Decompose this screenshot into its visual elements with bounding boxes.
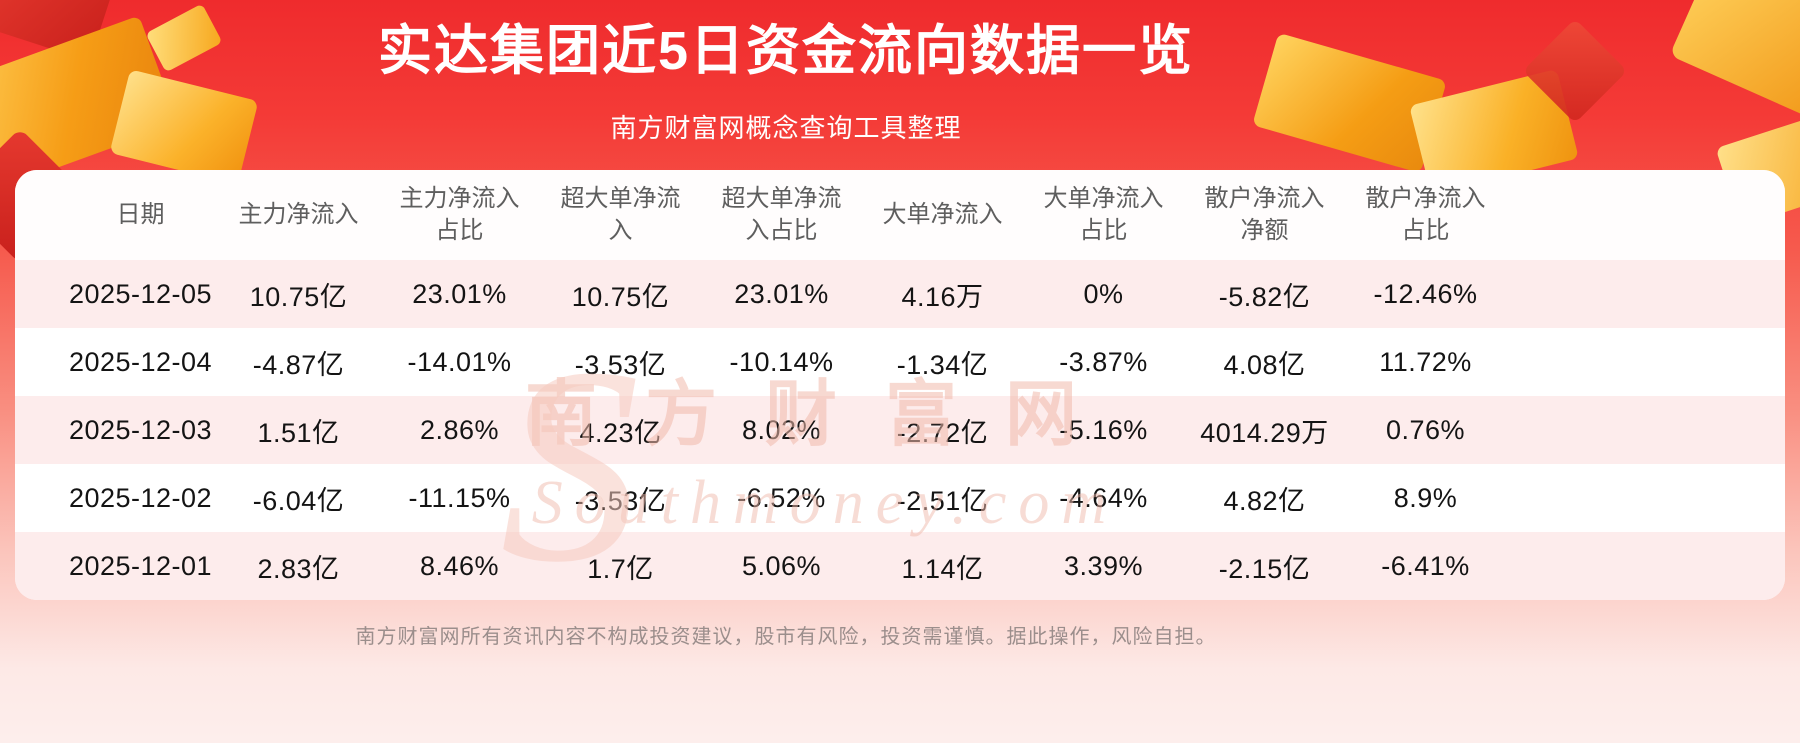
table-cell: 11.72% (1379, 346, 1472, 377)
column-header-xlarge-net-ratio: 超大单净流入占比 (721, 184, 842, 244)
table-header-row: 日期 主力净流入 主力净流入占比 超大单净流入 超大单净流入占比 大单净流入 大… (15, 170, 1785, 260)
table-cell: 2.83亿 (257, 553, 340, 584)
table-cell-date: 2025-12-02 (68, 482, 213, 513)
table-cell: -10.14% (729, 346, 834, 377)
table-cell: 1.14亿 (901, 553, 984, 584)
column-header-xlarge-net-inflow: 超大单净流入 (560, 184, 681, 244)
page-title: 实达集团近5日资金流向数据一览 (377, 21, 1195, 81)
table-row: 2025-12-05 10.75亿 23.01% 10.75亿 23.01% 4… (15, 260, 1785, 328)
disclaimer-text: 南方财富网所有资讯内容不构成投资建议，股市有风险，投资需谨慎。据此操作，风险自担… (355, 626, 1217, 648)
table-cell: -2.15亿 (1218, 553, 1311, 584)
table-cell: -1.34亿 (896, 349, 989, 380)
table-cell: -6.41% (1381, 550, 1470, 581)
table-cell: 23.01% (734, 278, 829, 309)
table-row: 2025-12-02 -6.04亿 -11.15% -3.53亿 -6.52% … (15, 464, 1785, 532)
table-cell: 8.46% (419, 550, 500, 581)
decor-gold-ribbon-corner-right (1669, 0, 1800, 134)
table-cell-date: 2025-12-01 (68, 550, 213, 581)
table-cell: -2.51亿 (896, 485, 989, 516)
column-header-large-net-inflow: 大单净流入 (882, 200, 1003, 228)
table-cell-date: 2025-12-03 (68, 414, 213, 445)
table-cell: 1.7亿 (587, 553, 654, 584)
table-cell: -12.46% (1373, 278, 1478, 309)
table-row: 2025-12-04 -4.87亿 -14.01% -3.53亿 -10.14%… (15, 328, 1785, 396)
table-cell-date: 2025-12-04 (68, 346, 213, 377)
table-cell: 1.51亿 (257, 417, 340, 448)
table-cell: 2.86% (419, 414, 500, 445)
page-subtitle: 南方财富网概念查询工具整理 (610, 113, 962, 144)
table-cell: -2.72亿 (896, 417, 989, 448)
table-cell: 3.39% (1063, 550, 1144, 581)
table-cell: 10.75亿 (249, 281, 348, 312)
table-cell: -6.52% (737, 482, 826, 513)
header: 实达集团近5日资金流向数据一览 南方财富网概念查询工具整理 (0, 20, 1572, 145)
table-cell: -3.53亿 (574, 485, 667, 516)
table-cell: 0% (1083, 278, 1124, 309)
table-row: 2025-12-03 1.51亿 2.86% 4.23亿 8.02% -2.72… (15, 396, 1785, 464)
table-cell: 4.82亿 (1223, 485, 1306, 516)
table-cell: 4.08亿 (1223, 349, 1306, 380)
table-cell: -4.64% (1059, 482, 1148, 513)
table-cell: -3.87% (1059, 346, 1148, 377)
column-header-retail-net-amount: 散户净流入净额 (1204, 184, 1325, 244)
table-cell: -3.53亿 (574, 349, 667, 380)
fund-flow-table: 日期 主力净流入 主力净流入占比 超大单净流入 超大单净流入占比 大单净流入 大… (15, 170, 1785, 600)
footer: 南方财富网所有资讯内容不构成投资建议，股市有风险，投资需谨慎。据此操作，风险自担… (0, 620, 1572, 649)
table-cell: -6.04亿 (252, 485, 345, 516)
table-cell: -14.01% (407, 346, 512, 377)
table-cell: -4.87亿 (252, 349, 345, 380)
table-cell: 5.06% (741, 550, 822, 581)
table-cell: -5.82亿 (1218, 281, 1311, 312)
table-cell: 8.9% (1393, 482, 1458, 513)
column-header-main-net-ratio: 主力净流入占比 (399, 184, 520, 244)
table-cell: 0.76% (1385, 414, 1466, 445)
table-cell: -5.16% (1059, 414, 1148, 445)
column-header-large-net-ratio: 大单净流入占比 (1043, 184, 1164, 244)
table-row: 2025-12-01 2.83亿 8.46% 1.7亿 5.06% 1.14亿 … (15, 532, 1785, 600)
column-header-retail-net-ratio: 散户净流入占比 (1365, 184, 1486, 244)
table-cell: -11.15% (408, 482, 511, 513)
table-cell: 4.23亿 (579, 417, 662, 448)
table-cell: 10.75亿 (571, 281, 670, 312)
table-cell: 23.01% (412, 278, 507, 309)
column-header-date: 日期 (116, 200, 165, 228)
column-header-main-net-inflow: 主力净流入 (238, 200, 359, 228)
table-cell: 4014.29万 (1200, 417, 1329, 448)
table-cell: 8.02% (741, 414, 822, 445)
table-cell-date: 2025-12-05 (68, 278, 213, 309)
table-cell: 4.16万 (901, 281, 984, 312)
